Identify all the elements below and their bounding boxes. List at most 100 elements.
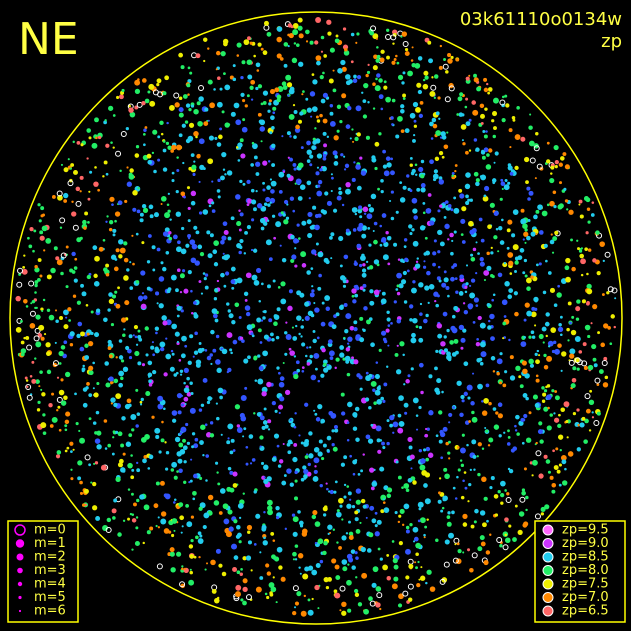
star <box>216 189 221 193</box>
star <box>34 327 41 334</box>
star <box>217 387 224 394</box>
star <box>374 85 381 92</box>
star <box>236 524 241 530</box>
star <box>184 344 188 348</box>
star <box>458 188 463 193</box>
star <box>338 235 344 242</box>
star <box>411 168 416 174</box>
star <box>65 245 69 249</box>
star <box>211 201 215 205</box>
star <box>438 410 443 415</box>
star <box>567 301 572 306</box>
star <box>423 533 426 537</box>
star <box>386 317 391 322</box>
star <box>70 163 75 167</box>
star <box>271 126 275 130</box>
star <box>167 287 172 291</box>
star <box>250 248 254 252</box>
star <box>320 321 326 327</box>
star <box>209 421 214 425</box>
star <box>283 199 289 205</box>
star <box>302 573 309 580</box>
star <box>296 368 301 373</box>
star <box>158 303 164 309</box>
star <box>234 404 241 410</box>
star <box>584 418 589 424</box>
star <box>369 505 375 511</box>
star <box>157 135 161 139</box>
star <box>391 60 396 65</box>
star <box>550 172 553 175</box>
star <box>487 444 491 447</box>
star <box>531 459 538 466</box>
star <box>20 348 27 354</box>
star <box>190 539 194 543</box>
star <box>502 383 507 388</box>
star <box>123 275 129 281</box>
star <box>162 140 166 143</box>
star <box>291 326 294 329</box>
star <box>396 272 402 279</box>
star <box>502 544 509 551</box>
star <box>263 510 266 514</box>
star <box>483 87 489 93</box>
star <box>248 434 254 439</box>
star <box>435 111 440 116</box>
star <box>170 349 174 353</box>
star <box>72 224 79 231</box>
star <box>524 241 527 244</box>
star <box>592 357 597 362</box>
star <box>135 343 139 346</box>
star <box>117 200 123 206</box>
star <box>500 178 504 182</box>
star <box>23 254 26 257</box>
star <box>405 548 411 555</box>
star <box>54 309 58 312</box>
star <box>76 333 81 339</box>
star <box>147 90 151 94</box>
star <box>488 148 493 153</box>
star <box>546 203 550 207</box>
star <box>501 218 504 222</box>
star <box>224 122 230 128</box>
star <box>575 317 580 321</box>
star <box>134 335 138 339</box>
star <box>232 77 237 82</box>
star <box>114 219 117 223</box>
star <box>183 195 186 199</box>
star <box>398 395 404 401</box>
star <box>111 203 114 207</box>
star <box>295 178 302 185</box>
star <box>355 529 361 534</box>
star <box>557 423 562 429</box>
star <box>374 524 378 528</box>
star <box>315 171 320 176</box>
star <box>307 462 311 467</box>
magnitude-legend-box <box>7 520 79 623</box>
star <box>108 292 113 297</box>
star <box>187 206 191 210</box>
star <box>40 307 44 311</box>
star <box>344 47 348 52</box>
star <box>218 563 223 568</box>
star <box>144 326 149 331</box>
star <box>77 460 83 466</box>
star <box>46 369 52 375</box>
star <box>490 251 494 255</box>
star <box>410 59 414 62</box>
star <box>358 205 363 210</box>
star <box>289 350 295 356</box>
star <box>354 212 358 216</box>
star <box>300 610 307 617</box>
star <box>40 388 43 391</box>
star <box>48 314 55 321</box>
magnitude-label: m=4 <box>34 577 66 592</box>
star <box>73 266 78 270</box>
star <box>558 203 564 209</box>
star <box>553 303 558 308</box>
star <box>362 283 367 288</box>
star <box>596 383 600 387</box>
star <box>504 178 508 182</box>
star <box>114 258 118 261</box>
star <box>239 212 244 217</box>
